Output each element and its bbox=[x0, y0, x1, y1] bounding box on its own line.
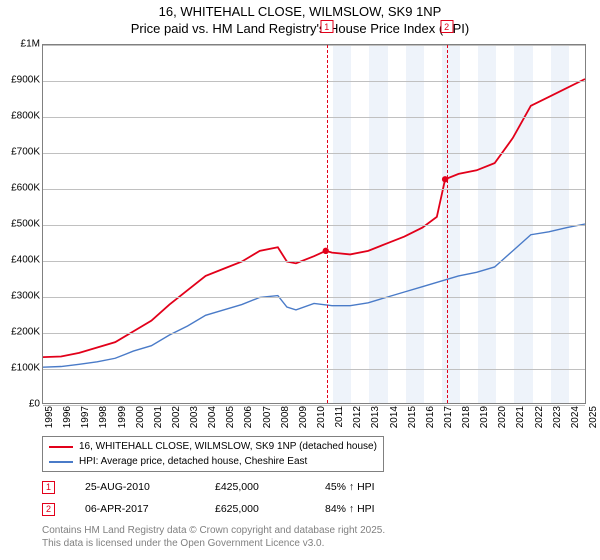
gridline-h bbox=[43, 297, 585, 298]
legend-item: 16, WHITEHALL CLOSE, WILMSLOW, SK9 1NP (… bbox=[49, 439, 377, 454]
sale-price: £625,000 bbox=[215, 503, 295, 515]
legend-item: HPI: Average price, detached house, Ches… bbox=[49, 454, 377, 469]
y-axis-label: £800K bbox=[0, 111, 40, 122]
legend-swatch bbox=[49, 461, 73, 463]
y-axis-label: £700K bbox=[0, 147, 40, 158]
y-axis-label: £600K bbox=[0, 183, 40, 194]
sale-delta: 45% ↑ HPI bbox=[325, 481, 375, 493]
x-axis-label: 1995 bbox=[44, 406, 55, 436]
x-axis-label: 2019 bbox=[479, 406, 490, 436]
x-axis-label: 2007 bbox=[262, 406, 273, 436]
legend-box: 16, WHITEHALL CLOSE, WILMSLOW, SK9 1NP (… bbox=[42, 436, 384, 472]
gridline-h bbox=[43, 117, 585, 118]
gridline-h bbox=[43, 153, 585, 154]
x-axis-label: 1998 bbox=[98, 406, 109, 436]
x-axis-label: 2012 bbox=[352, 406, 363, 436]
x-axis-label: 1996 bbox=[62, 406, 73, 436]
x-axis-label: 1997 bbox=[80, 406, 91, 436]
legend-swatch bbox=[49, 446, 73, 448]
gridline-h bbox=[43, 333, 585, 334]
y-axis-label: £1M bbox=[0, 39, 40, 50]
sale-marker-label: 1 bbox=[320, 20, 333, 33]
x-axis-label: 2001 bbox=[153, 406, 164, 436]
gridline-h bbox=[43, 81, 585, 82]
x-axis-label: 2016 bbox=[425, 406, 436, 436]
footer-line-2: This data is licensed under the Open Gov… bbox=[42, 537, 385, 550]
series-line bbox=[43, 79, 585, 357]
x-axis-label: 2013 bbox=[370, 406, 381, 436]
sale-marker-icon: 1 bbox=[42, 481, 55, 494]
x-axis-label: 2008 bbox=[280, 406, 291, 436]
y-axis-label: £200K bbox=[0, 327, 40, 338]
x-axis-label: 2020 bbox=[497, 406, 508, 436]
x-axis-label: 2004 bbox=[207, 406, 218, 436]
sale-delta: 84% ↑ HPI bbox=[325, 503, 375, 515]
x-axis-label: 2009 bbox=[298, 406, 309, 436]
gridline-h bbox=[43, 225, 585, 226]
x-axis-label: 2002 bbox=[171, 406, 182, 436]
footer-line-1: Contains HM Land Registry data © Crown c… bbox=[42, 524, 385, 537]
x-axis-label: 2010 bbox=[316, 406, 327, 436]
y-axis-label: £0 bbox=[0, 399, 40, 410]
x-axis-label: 2005 bbox=[225, 406, 236, 436]
sale-row: 2 06-APR-2017 £625,000 84% ↑ HPI bbox=[42, 498, 375, 520]
sale-date: 25-AUG-2010 bbox=[85, 481, 185, 493]
gridline-h bbox=[43, 189, 585, 190]
x-axis-label: 2003 bbox=[189, 406, 200, 436]
sale-vline bbox=[447, 45, 448, 403]
x-axis-label: 1999 bbox=[117, 406, 128, 436]
x-axis-label: 2018 bbox=[461, 406, 472, 436]
gridline-h bbox=[43, 369, 585, 370]
title-block: 16, WHITEHALL CLOSE, WILMSLOW, SK9 1NP P… bbox=[0, 0, 600, 38]
title-line-2: Price paid vs. HM Land Registry's House … bbox=[0, 21, 600, 38]
x-axis-label: 2022 bbox=[534, 406, 545, 436]
legend-label: HPI: Average price, detached house, Ches… bbox=[79, 454, 307, 469]
x-axis-label: 2024 bbox=[570, 406, 581, 436]
sale-vline bbox=[327, 45, 328, 403]
y-axis-label: £400K bbox=[0, 255, 40, 266]
x-axis-label: 2000 bbox=[135, 406, 146, 436]
chart-plot-area: 12 bbox=[42, 44, 586, 404]
gridline-h bbox=[43, 261, 585, 262]
gridline-h bbox=[43, 45, 585, 46]
footer-attribution: Contains HM Land Registry data © Crown c… bbox=[42, 524, 385, 550]
y-axis-label: £900K bbox=[0, 75, 40, 86]
x-axis-label: 2023 bbox=[552, 406, 563, 436]
sale-marker-label: 2 bbox=[440, 20, 453, 33]
sale-row: 1 25-AUG-2010 £425,000 45% ↑ HPI bbox=[42, 476, 375, 498]
x-axis-label: 2025 bbox=[588, 406, 599, 436]
sales-table: 1 25-AUG-2010 £425,000 45% ↑ HPI 2 06-APR-201… bbox=[42, 476, 375, 520]
sale-date: 06-APR-2017 bbox=[85, 503, 185, 515]
title-line-1: 16, WHITEHALL CLOSE, WILMSLOW, SK9 1NP bbox=[0, 4, 600, 21]
x-axis-label: 2014 bbox=[389, 406, 400, 436]
chart-container: 16, WHITEHALL CLOSE, WILMSLOW, SK9 1NP P… bbox=[0, 0, 600, 560]
legend-label: 16, WHITEHALL CLOSE, WILMSLOW, SK9 1NP (… bbox=[79, 439, 377, 454]
y-axis-label: £300K bbox=[0, 291, 40, 302]
sale-point bbox=[323, 248, 329, 254]
y-axis-label: £100K bbox=[0, 363, 40, 374]
x-axis-label: 2015 bbox=[407, 406, 418, 436]
sale-marker-icon: 2 bbox=[42, 503, 55, 516]
sale-price: £425,000 bbox=[215, 481, 295, 493]
x-axis-label: 2017 bbox=[443, 406, 454, 436]
x-axis-label: 2021 bbox=[515, 406, 526, 436]
plot-svg bbox=[43, 45, 585, 403]
series-line bbox=[43, 224, 585, 367]
y-axis-label: £500K bbox=[0, 219, 40, 230]
x-axis-label: 2006 bbox=[243, 406, 254, 436]
x-axis-label: 2011 bbox=[334, 406, 345, 436]
